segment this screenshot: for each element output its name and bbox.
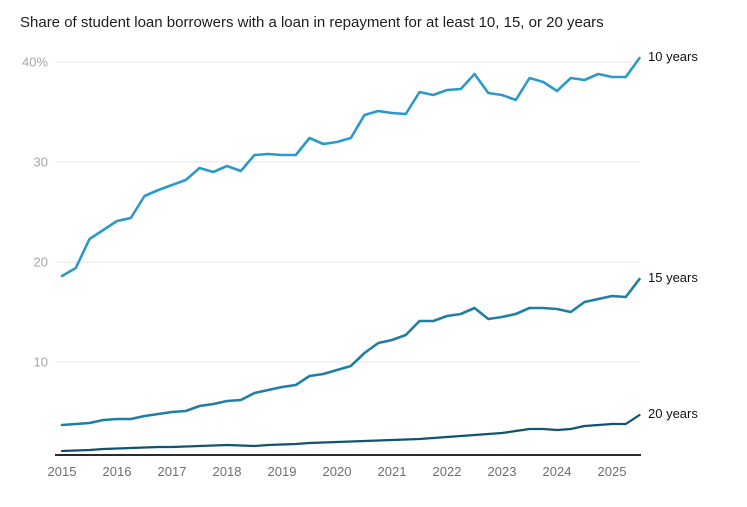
x-tick-label-2018: 2018 [213, 464, 242, 479]
series-line-15-years [60, 277, 641, 427]
y-tick-label-10: 10 [34, 355, 48, 370]
series-label-20-years: 20 years [648, 406, 698, 421]
y-tick-label-40: 40% [22, 55, 48, 70]
x-tick-label-2019: 2019 [268, 464, 297, 479]
x-tick-label-2020: 2020 [323, 464, 352, 479]
x-tick-label-2025: 2025 [598, 464, 627, 479]
x-tick-label-2022: 2022 [433, 464, 462, 479]
x-tick-label-2015: 2015 [48, 464, 77, 479]
x-tick-label-2024: 2024 [543, 464, 572, 479]
x-tick-label-2016: 2016 [103, 464, 132, 479]
y-tick-label-20: 20 [34, 255, 48, 270]
y-tick-label-30: 30 [34, 155, 48, 170]
series-label-15-years: 15 years [648, 270, 698, 285]
chart-title: Share of student loan borrowers with a l… [20, 14, 604, 31]
series-line-20-years [60, 413, 641, 453]
series-line-10-years [60, 56, 641, 278]
x-tick-label-2021: 2021 [378, 464, 407, 479]
x-tick-label-2017: 2017 [158, 464, 187, 479]
series-label-10-years: 10 years [648, 49, 698, 64]
x-tick-label-2023: 2023 [488, 464, 517, 479]
